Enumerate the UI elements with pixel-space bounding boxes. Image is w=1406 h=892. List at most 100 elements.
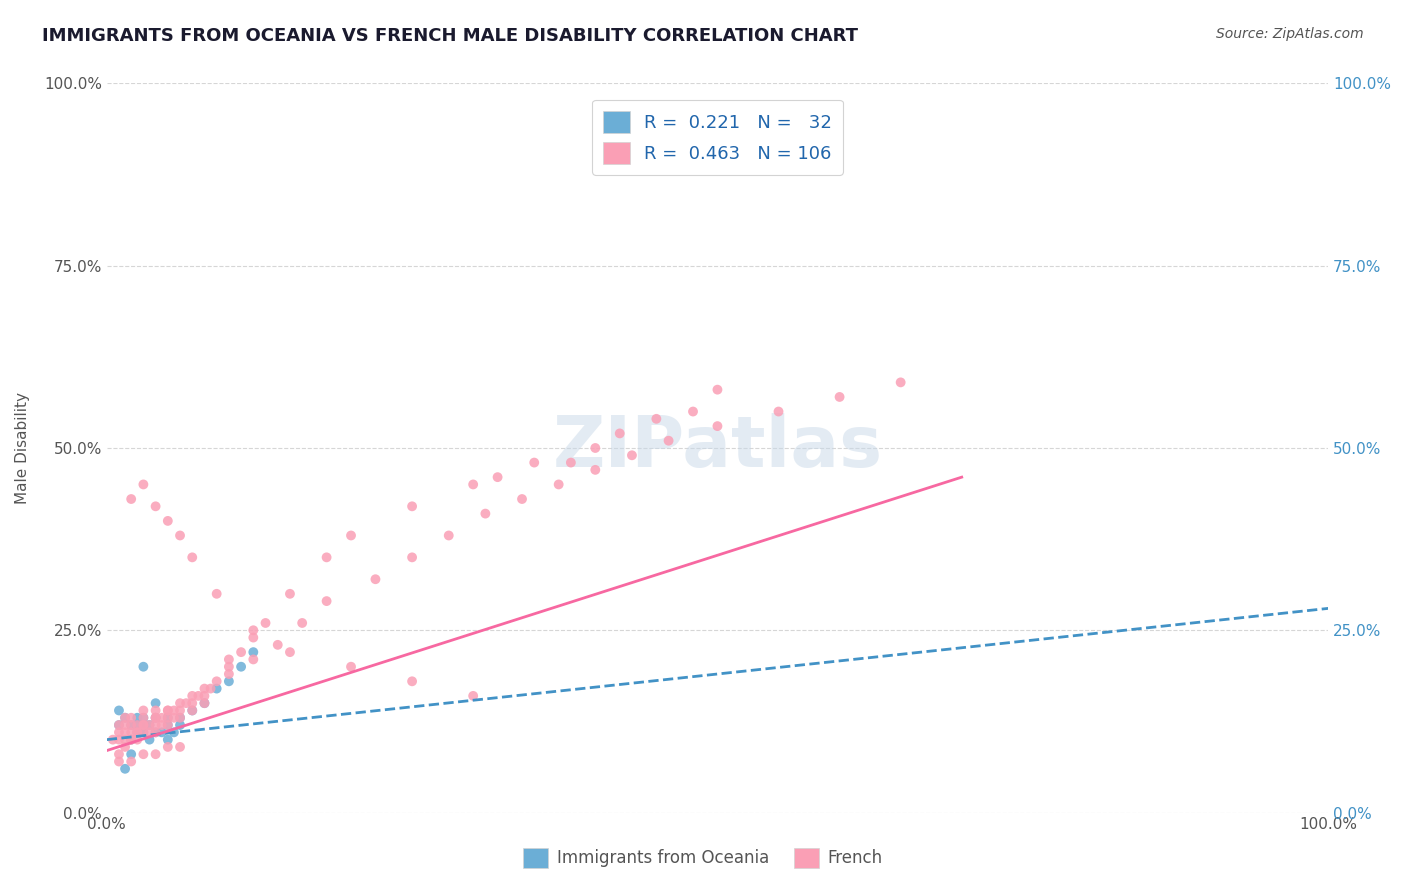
Point bbox=[658, 434, 681, 448]
Point bbox=[706, 419, 728, 434]
Point bbox=[120, 711, 142, 725]
Point bbox=[132, 725, 155, 739]
Point bbox=[229, 659, 252, 673]
Point bbox=[768, 404, 790, 418]
Point bbox=[145, 696, 167, 710]
Point bbox=[145, 718, 167, 732]
Point bbox=[218, 659, 240, 673]
Point bbox=[132, 747, 155, 762]
Point bbox=[120, 491, 142, 506]
Point bbox=[156, 514, 179, 528]
Point bbox=[291, 615, 314, 630]
Point bbox=[145, 711, 167, 725]
Point bbox=[156, 739, 179, 754]
Point bbox=[205, 587, 228, 601]
Point bbox=[156, 732, 179, 747]
Text: ZIPatlas: ZIPatlas bbox=[553, 414, 883, 483]
Point bbox=[156, 718, 179, 732]
Point bbox=[620, 448, 643, 462]
Point bbox=[315, 594, 337, 608]
Y-axis label: Male Disability: Male Disability bbox=[15, 392, 30, 504]
Point bbox=[120, 718, 142, 732]
Point bbox=[145, 747, 167, 762]
Point bbox=[150, 718, 173, 732]
Point bbox=[205, 681, 228, 696]
Point bbox=[114, 739, 136, 754]
Point bbox=[114, 725, 136, 739]
Point bbox=[108, 747, 131, 762]
Point bbox=[114, 762, 136, 776]
Point bbox=[583, 463, 606, 477]
Point bbox=[108, 703, 131, 717]
Point bbox=[138, 732, 160, 747]
Point bbox=[463, 477, 485, 491]
Point bbox=[169, 711, 191, 725]
Point bbox=[108, 732, 131, 747]
Point bbox=[132, 477, 155, 491]
Point bbox=[242, 624, 264, 638]
Point bbox=[193, 689, 215, 703]
Point bbox=[132, 703, 155, 717]
Point bbox=[145, 725, 167, 739]
Point bbox=[156, 703, 179, 717]
Point bbox=[132, 711, 155, 725]
Point bbox=[181, 703, 204, 717]
Point bbox=[181, 703, 204, 717]
Text: Source: ZipAtlas.com: Source: ZipAtlas.com bbox=[1216, 27, 1364, 41]
Point bbox=[609, 426, 631, 441]
Point bbox=[132, 718, 155, 732]
Point bbox=[254, 615, 277, 630]
Point bbox=[706, 383, 728, 397]
Point bbox=[132, 711, 155, 725]
Point bbox=[583, 441, 606, 455]
Point bbox=[267, 638, 290, 652]
Point bbox=[145, 703, 167, 717]
Point bbox=[114, 711, 136, 725]
Point bbox=[547, 477, 569, 491]
Point bbox=[682, 404, 704, 418]
Point bbox=[193, 696, 215, 710]
Point bbox=[156, 711, 179, 725]
Point bbox=[315, 550, 337, 565]
Point bbox=[474, 507, 496, 521]
Point bbox=[163, 703, 186, 717]
Point bbox=[127, 725, 149, 739]
Point bbox=[163, 711, 186, 725]
Point bbox=[127, 718, 149, 732]
Point bbox=[401, 550, 423, 565]
Point bbox=[138, 718, 160, 732]
Legend: Immigrants from Oceania, French: Immigrants from Oceania, French bbox=[517, 841, 889, 875]
Legend: R =  0.221   N =   32, R =  0.463   N = 106: R = 0.221 N = 32, R = 0.463 N = 106 bbox=[592, 100, 844, 175]
Point bbox=[242, 631, 264, 645]
Point bbox=[193, 681, 215, 696]
Point bbox=[120, 747, 142, 762]
Point bbox=[200, 681, 222, 696]
Point bbox=[169, 696, 191, 710]
Point bbox=[340, 659, 363, 673]
Point bbox=[437, 528, 460, 542]
Point bbox=[127, 711, 149, 725]
Point bbox=[218, 674, 240, 689]
Point bbox=[114, 718, 136, 732]
Point bbox=[181, 550, 204, 565]
Point bbox=[193, 696, 215, 710]
Point bbox=[169, 739, 191, 754]
Point bbox=[218, 652, 240, 666]
Point bbox=[163, 725, 186, 739]
Point bbox=[108, 725, 131, 739]
Point bbox=[132, 718, 155, 732]
Point bbox=[187, 689, 209, 703]
Point bbox=[890, 376, 912, 390]
Point bbox=[169, 711, 191, 725]
Point bbox=[229, 645, 252, 659]
Point bbox=[108, 718, 131, 732]
Point bbox=[169, 703, 191, 717]
Point bbox=[560, 456, 582, 470]
Point bbox=[340, 528, 363, 542]
Point bbox=[108, 755, 131, 769]
Point bbox=[145, 711, 167, 725]
Point bbox=[523, 456, 546, 470]
Point bbox=[463, 689, 485, 703]
Point bbox=[156, 711, 179, 725]
Point bbox=[127, 732, 149, 747]
